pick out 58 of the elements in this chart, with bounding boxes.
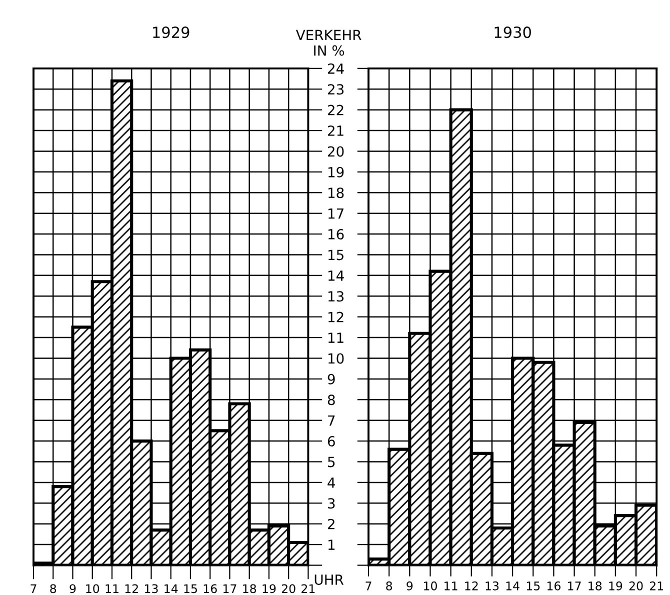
y-axis-title: VERKEHR IN % bbox=[296, 30, 362, 56]
x-tick-label: 8 bbox=[50, 584, 56, 594]
x-tick-label: 9 bbox=[70, 584, 76, 594]
x-tick-label: 20 bbox=[282, 584, 296, 594]
y-tick-label: 5 bbox=[328, 456, 335, 468]
x-tick-label: 12 bbox=[465, 581, 478, 590]
y-tick-label: 14 bbox=[328, 270, 344, 281]
y-tick-label: 12 bbox=[328, 312, 344, 322]
x-tick-label: 19 bbox=[609, 581, 622, 590]
x-tick-label: 20 bbox=[629, 581, 643, 590]
x-tick-label: 18 bbox=[588, 581, 602, 590]
y-tick-label: 20 bbox=[328, 146, 344, 157]
x-tick-label: 16 bbox=[547, 581, 560, 590]
x-tick-label: 10 bbox=[424, 581, 437, 590]
x-tick-label: 7 bbox=[30, 584, 36, 593]
x-tick-label: 21 bbox=[302, 584, 315, 593]
y-tick-label: 15 bbox=[328, 250, 344, 260]
y-tick-label: 21 bbox=[328, 125, 344, 136]
y-tick-label: 13 bbox=[328, 291, 344, 302]
x-tick-label: 15 bbox=[184, 584, 197, 594]
y-tick-label: 2 bbox=[328, 518, 334, 530]
y-tick-label: 24 bbox=[328, 63, 344, 74]
x-tick-label: 7 bbox=[366, 582, 372, 590]
x-tick-label: 11 bbox=[106, 584, 118, 593]
x-tick-label: 11 bbox=[444, 582, 458, 590]
x-tick-label: 16 bbox=[204, 584, 217, 594]
x-tick-label: 17 bbox=[568, 582, 581, 590]
y-tick-label: 4 bbox=[328, 478, 336, 488]
y-tick-label: 1 bbox=[328, 540, 335, 550]
x-tick-label: 8 bbox=[386, 581, 392, 590]
y-tick-label: 6 bbox=[328, 436, 335, 447]
y-tick-label: 10 bbox=[328, 353, 344, 364]
y-tick-label: 16 bbox=[328, 229, 344, 240]
x-tick-label: 13 bbox=[486, 581, 499, 590]
x-tick-label: 15 bbox=[526, 582, 540, 590]
x-tick-label: 12 bbox=[125, 584, 138, 593]
x-tick-label: 10 bbox=[86, 584, 100, 594]
y-tick-label: 3 bbox=[328, 498, 335, 509]
chart-title: 1930 bbox=[494, 26, 531, 38]
x-tick-label: 19 bbox=[262, 584, 276, 594]
x-tick-label: 14 bbox=[506, 582, 520, 590]
x-tick-label: 13 bbox=[145, 584, 158, 594]
x-tick-label: 17 bbox=[224, 584, 236, 593]
x-tick-label: 21 bbox=[650, 581, 664, 590]
y-tick-label: 23 bbox=[328, 84, 344, 95]
y-tick-label: 7 bbox=[328, 415, 335, 426]
chart-title: 1929 bbox=[153, 26, 190, 38]
x-axis-title: UHR bbox=[314, 574, 344, 585]
y-tick-label: 11 bbox=[328, 332, 344, 343]
x-tick-label: 9 bbox=[406, 581, 413, 590]
x-tick-label: 14 bbox=[164, 584, 178, 593]
y-tick-label: 8 bbox=[328, 394, 335, 406]
y-tick-label: 17 bbox=[328, 208, 344, 219]
y-tick-label: 9 bbox=[328, 374, 335, 384]
y-tick-label: 22 bbox=[328, 104, 344, 116]
x-tick-label: 18 bbox=[243, 584, 256, 594]
y-tick-label: 19 bbox=[328, 166, 344, 178]
y-tick-label: 18 bbox=[328, 188, 344, 198]
